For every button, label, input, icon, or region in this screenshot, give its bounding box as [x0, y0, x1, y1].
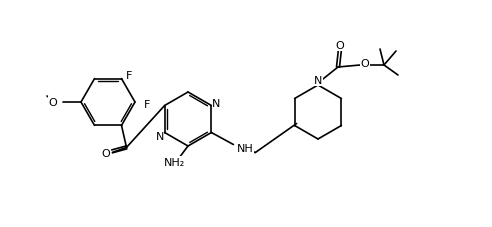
Text: O: O — [336, 41, 344, 51]
Text: N: N — [155, 131, 164, 141]
Text: O: O — [361, 59, 369, 69]
Text: O: O — [101, 149, 110, 159]
Text: N: N — [314, 76, 322, 86]
Text: F: F — [126, 70, 133, 80]
Text: NH₂: NH₂ — [163, 157, 184, 167]
Text: O: O — [49, 98, 58, 108]
Text: F: F — [144, 100, 150, 109]
Text: NH: NH — [236, 144, 253, 154]
Text: N: N — [212, 98, 220, 108]
